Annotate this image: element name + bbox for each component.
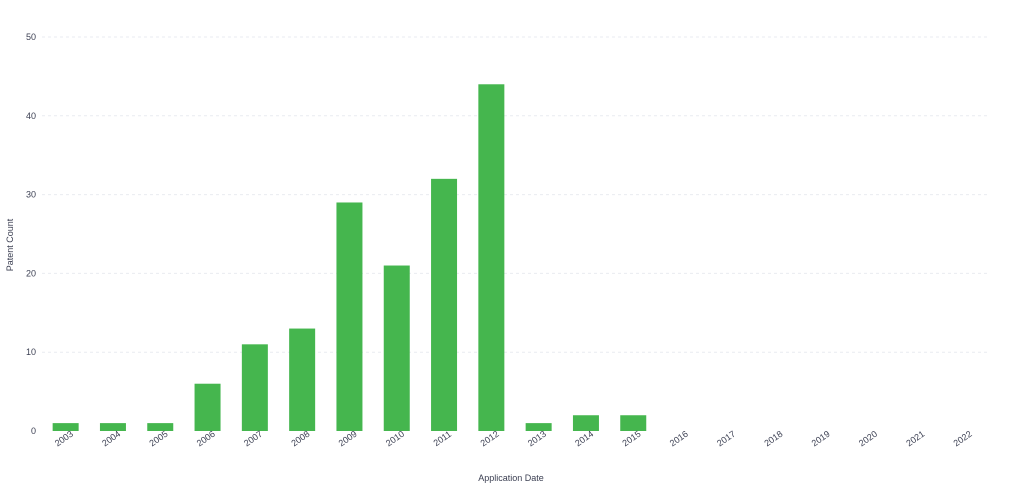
x-tick-label: 2021 — [904, 429, 926, 449]
x-tick-label: 2014 — [573, 429, 595, 449]
y-tick-label: 50 — [26, 32, 36, 42]
bar-2007[interactable] — [242, 344, 268, 431]
x-tick-label: 2022 — [952, 429, 974, 449]
x-tick-label: 2007 — [242, 429, 264, 449]
y-tick-label: 40 — [26, 111, 36, 121]
x-axis-ticks: 2003 2004 2005 2006 2007 2008 2009 2010 2011 2012… — [53, 429, 974, 449]
y-axis-title: Patent Count — [5, 218, 15, 271]
bar-2004[interactable] — [100, 423, 126, 431]
bar-2006[interactable] — [195, 384, 221, 431]
x-tick-label: 2018 — [762, 429, 784, 449]
x-tick-label: 2015 — [620, 429, 642, 449]
x-tick-label: 2012 — [479, 429, 501, 449]
x-tick-label: 2006 — [195, 429, 217, 449]
bar-2009[interactable] — [336, 202, 362, 431]
y-tick-label: 20 — [26, 268, 36, 278]
x-tick-label: 2003 — [53, 429, 75, 449]
grid-lines — [42, 37, 988, 352]
bar-2005[interactable] — [147, 423, 173, 431]
x-tick-label: 2005 — [147, 429, 169, 449]
bar-2011[interactable] — [431, 179, 457, 431]
x-tick-label: 2013 — [526, 429, 548, 449]
bar-2010[interactable] — [384, 266, 410, 431]
y-tick-label: 0 — [31, 426, 36, 436]
y-tick-label: 10 — [26, 347, 36, 357]
x-tick-label: 2020 — [857, 429, 879, 449]
bar-2003[interactable] — [53, 423, 79, 431]
x-tick-label: 2019 — [810, 429, 832, 449]
bar-2013[interactable] — [526, 423, 552, 431]
x-tick-label: 2016 — [668, 429, 690, 449]
x-tick-label: 2004 — [100, 429, 122, 449]
bar-2014[interactable] — [573, 415, 599, 431]
x-axis-title: Application Date — [478, 473, 544, 483]
bars — [53, 84, 647, 431]
bar-2012[interactable] — [478, 84, 504, 431]
y-axis-ticks: 0 10 20 30 40 50 — [26, 32, 36, 436]
y-tick-label: 30 — [26, 190, 36, 200]
x-tick-label: 2017 — [715, 429, 737, 449]
bar-2008[interactable] — [289, 329, 315, 431]
x-tick-label: 2008 — [289, 429, 311, 449]
x-tick-label: 2010 — [384, 429, 406, 449]
bar-2015[interactable] — [620, 415, 646, 431]
x-tick-label: 2011 — [432, 429, 454, 448]
x-tick-label: 2009 — [337, 429, 359, 449]
